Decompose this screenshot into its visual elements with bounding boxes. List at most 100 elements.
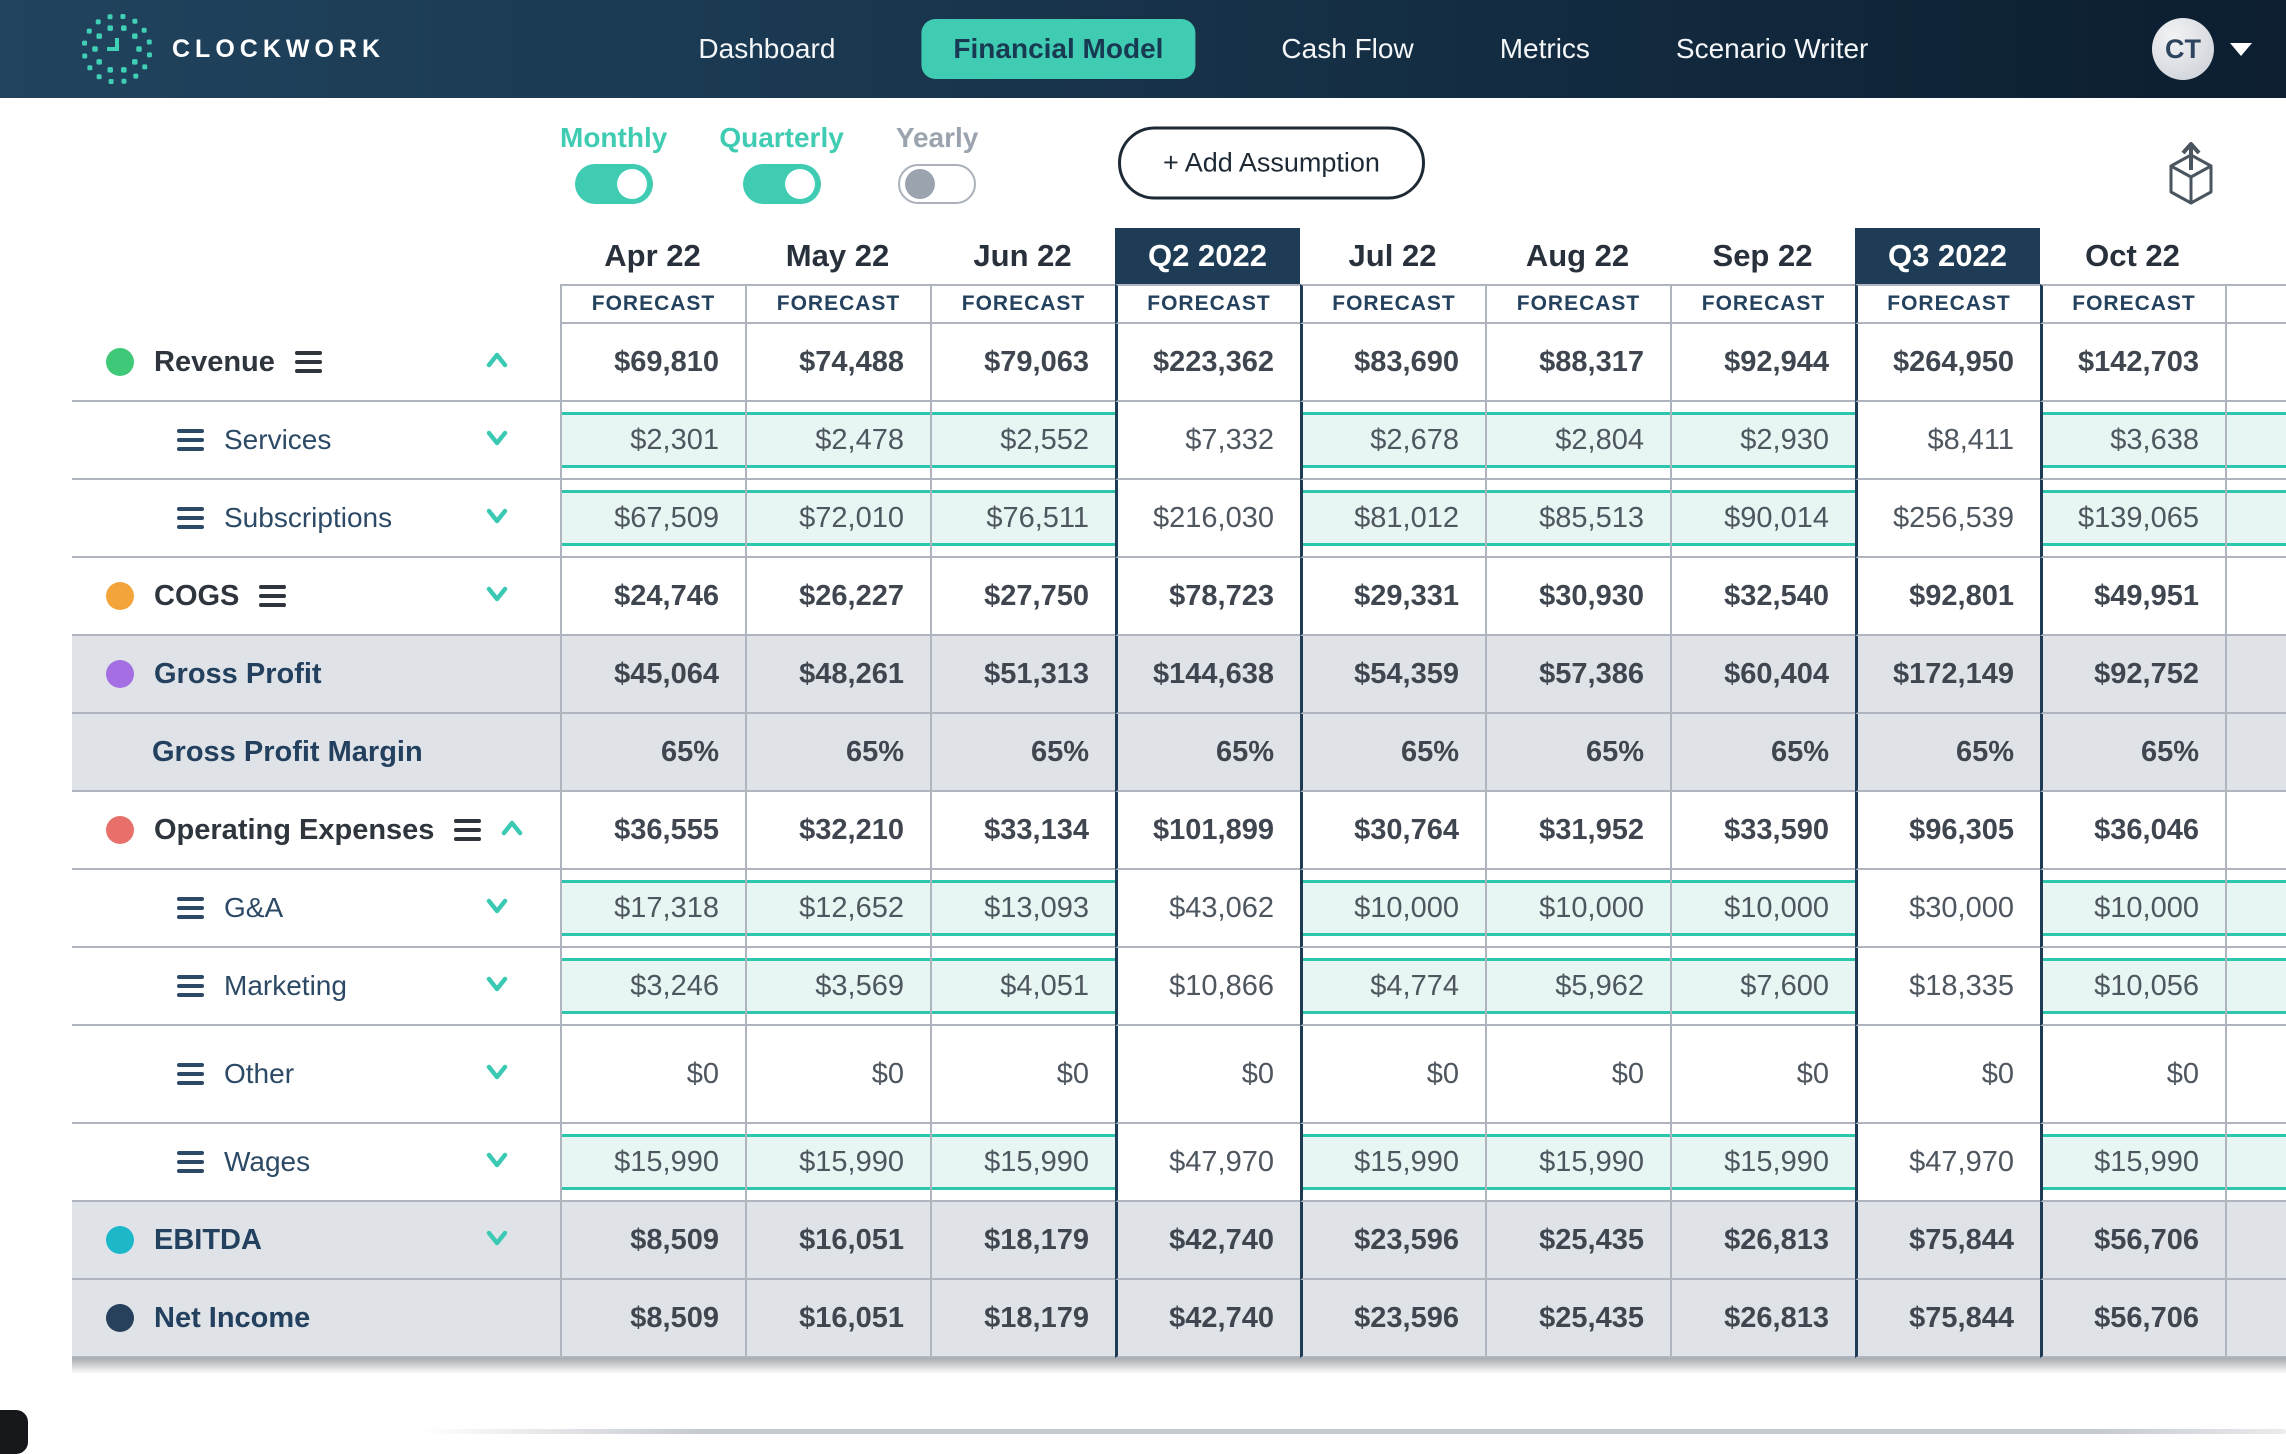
editable-value[interactable]: $81,012 [1303, 490, 1485, 546]
cell-operating-expenses-jul-22[interactable]: $30,764 [1300, 792, 1485, 870]
drag-handle-icon[interactable] [177, 1063, 204, 1085]
cell-operating-expenses-q2-2022[interactable]: $101,899 [1115, 792, 1300, 870]
cell-cogs-oct-22[interactable]: $49,951 [2040, 558, 2225, 636]
expand-chevron-icon[interactable] [486, 507, 508, 530]
nav-item-dashboard[interactable]: Dashboard [698, 33, 835, 65]
cell-gross-profit-margin-q3-2022[interactable]: 65% [1855, 714, 2040, 792]
cell-net-income-apr-22[interactable]: $8,509 [560, 1280, 745, 1358]
cell-services-q2-2022[interactable]: $7,332 [1115, 402, 1300, 480]
editable-value[interactable]: $72,010 [747, 490, 930, 546]
cell-revenue-sep-22[interactable]: $92,944 [1670, 324, 1855, 402]
expand-chevron-icon[interactable] [486, 1063, 508, 1086]
cell-revenue-oct-22[interactable]: $142,703 [2040, 324, 2225, 402]
cell-cogs-apr-22[interactable]: $24,746 [560, 558, 745, 636]
cell-operating-expenses-jun-22[interactable]: $33,134 [930, 792, 1115, 870]
editable-value[interactable]: $15,990 [2043, 1134, 2225, 1190]
editable-value[interactable]: $3,638 [2043, 412, 2225, 468]
editable-value[interactable]: $76,511 [932, 490, 1115, 546]
editable-value[interactable]: $2,678 [1303, 412, 1485, 468]
cell-gross-profit-may-22[interactable]: $48,261 [745, 636, 930, 714]
editable-value[interactable]: $2,552 [932, 412, 1115, 468]
editable-value[interactable] [2227, 958, 2286, 1014]
add-assumption-button[interactable]: + Add Assumption [1118, 127, 1425, 200]
toggle-switch-yearly[interactable] [898, 164, 976, 204]
cell-revenue-q3-2022[interactable]: $264,950 [1855, 324, 2040, 402]
collapse-chevron-icon[interactable] [501, 819, 523, 842]
cell-gross-profit-margin-q2-2022[interactable]: 65% [1115, 714, 1300, 792]
editable-value[interactable] [2227, 412, 2286, 468]
cell-gross-profit-sep-22[interactable]: $60,404 [1670, 636, 1855, 714]
cell-revenue-apr-22[interactable]: $69,810 [560, 324, 745, 402]
editable-value[interactable]: $3,569 [747, 958, 930, 1014]
expand-chevron-icon[interactable] [486, 1151, 508, 1174]
expand-chevron-icon[interactable] [486, 897, 508, 920]
toggle-switch-monthly[interactable] [575, 164, 653, 204]
cell-cogs-jun-22[interactable]: $27,750 [930, 558, 1115, 636]
editable-value[interactable]: $12,652 [747, 880, 930, 936]
cell-net-income-q2-2022[interactable]: $42,740 [1115, 1280, 1300, 1358]
cell-gross-profit-margin-sep-22[interactable]: 65% [1670, 714, 1855, 792]
cell-gross-profit-q3-2022[interactable]: $172,149 [1855, 636, 2040, 714]
account-caret-icon[interactable] [2230, 43, 2252, 56]
chat-widget-corner[interactable] [0, 1410, 28, 1454]
drag-handle-icon[interactable] [177, 897, 204, 919]
cell-other-jun-22[interactable]: $0 [930, 1026, 1115, 1124]
editable-value[interactable]: $15,990 [562, 1134, 745, 1190]
cell-other-may-22[interactable]: $0 [745, 1026, 930, 1124]
expand-chevron-icon[interactable] [486, 429, 508, 452]
drag-handle-icon[interactable] [177, 507, 204, 529]
expand-chevron-icon[interactable] [486, 1229, 508, 1252]
cell-net-income-oct-22[interactable]: $56,706 [2040, 1280, 2225, 1358]
cell-ebitda-q2-2022[interactable]: $42,740 [1115, 1202, 1300, 1280]
editable-value[interactable]: $2,930 [1672, 412, 1855, 468]
editable-value[interactable]: $15,990 [1303, 1134, 1485, 1190]
cell-services-q3-2022[interactable]: $8,411 [1855, 402, 2040, 480]
editable-value[interactable]: $10,000 [2043, 880, 2225, 936]
editable-value[interactable]: $15,990 [1672, 1134, 1855, 1190]
cell-gross-profit-q2-2022[interactable]: $144,638 [1115, 636, 1300, 714]
cell-net-income-jun-22[interactable]: $18,179 [930, 1280, 1115, 1358]
row-menu-icon[interactable] [454, 819, 481, 841]
editable-value[interactable]: $10,000 [1672, 880, 1855, 936]
cell-gross-profit-oct-22[interactable]: $92,752 [2040, 636, 2225, 714]
cell-gross-profit-aug-22[interactable]: $57,386 [1485, 636, 1670, 714]
editable-value[interactable]: $10,056 [2043, 958, 2225, 1014]
editable-value[interactable]: $2,301 [562, 412, 745, 468]
box-export-icon[interactable] [2158, 140, 2224, 219]
cell-revenue-may-22[interactable]: $74,488 [745, 324, 930, 402]
cell-g-a-q2-2022[interactable]: $43,062 [1115, 870, 1300, 948]
cell-subscriptions-q3-2022[interactable]: $256,539 [1855, 480, 2040, 558]
cell-other-q3-2022[interactable]: $0 [1855, 1026, 2040, 1124]
cell-cogs-jul-22[interactable]: $29,331 [1300, 558, 1485, 636]
avatar[interactable]: CT [2152, 18, 2214, 80]
editable-value[interactable]: $15,990 [747, 1134, 930, 1190]
cell-ebitda-jun-22[interactable]: $18,179 [930, 1202, 1115, 1280]
cell-net-income-may-22[interactable]: $16,051 [745, 1280, 930, 1358]
editable-value[interactable]: $90,014 [1672, 490, 1855, 546]
cell-other-oct-22[interactable]: $0 [2040, 1026, 2225, 1124]
cell-gross-profit-margin-may-22[interactable]: 65% [745, 714, 930, 792]
cell-cogs-aug-22[interactable]: $30,930 [1485, 558, 1670, 636]
cell-cogs-q2-2022[interactable]: $78,723 [1115, 558, 1300, 636]
editable-value[interactable]: $2,804 [1487, 412, 1670, 468]
editable-value[interactable]: $67,509 [562, 490, 745, 546]
nav-item-cash-flow[interactable]: Cash Flow [1281, 33, 1413, 65]
cell-cogs-q3-2022[interactable]: $92,801 [1855, 558, 2040, 636]
editable-value[interactable] [2227, 490, 2286, 546]
editable-value[interactable] [2227, 880, 2286, 936]
row-menu-icon[interactable] [259, 585, 286, 607]
horizontal-scrollbar[interactable] [420, 1429, 2286, 1434]
editable-value[interactable]: $10,000 [1487, 880, 1670, 936]
cell-ebitda-sep-22[interactable]: $26,813 [1670, 1202, 1855, 1280]
cell-marketing-q2-2022[interactable]: $10,866 [1115, 948, 1300, 1026]
cell-other-q2-2022[interactable]: $0 [1115, 1026, 1300, 1124]
editable-value[interactable]: $15,990 [932, 1134, 1115, 1190]
cell-net-income-aug-22[interactable]: $25,435 [1485, 1280, 1670, 1358]
drag-handle-icon[interactable] [177, 429, 204, 451]
cell-ebitda-oct-22[interactable]: $56,706 [2040, 1202, 2225, 1280]
cell-ebitda-apr-22[interactable]: $8,509 [560, 1202, 745, 1280]
editable-value[interactable]: $85,513 [1487, 490, 1670, 546]
cell-gross-profit-margin-jun-22[interactable]: 65% [930, 714, 1115, 792]
cell-operating-expenses-aug-22[interactable]: $31,952 [1485, 792, 1670, 870]
cell-gross-profit-jul-22[interactable]: $54,359 [1300, 636, 1485, 714]
